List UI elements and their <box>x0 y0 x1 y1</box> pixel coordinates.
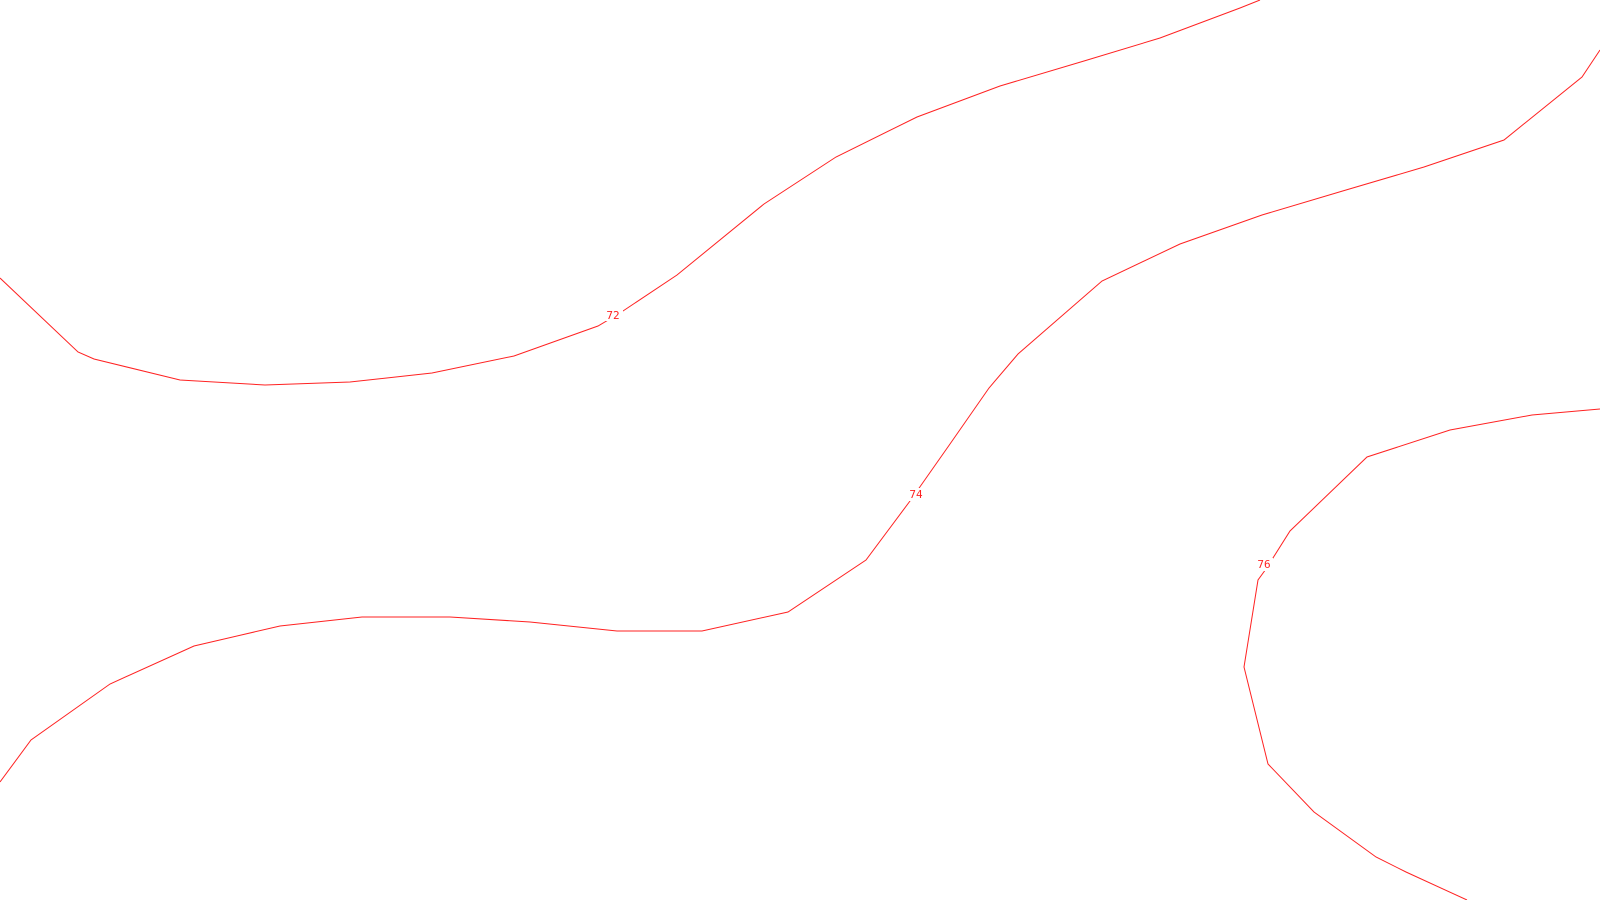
contour-72-line <box>0 0 1261 386</box>
contour-76-label-mask <box>1255 558 1273 571</box>
contour-74: 74 <box>0 49 1600 783</box>
contour-74-line <box>0 49 1600 783</box>
contour-72: 72 <box>0 0 1261 386</box>
contour-74-label-mask <box>907 488 925 501</box>
contour-76: 76 <box>1243 408 1600 900</box>
contour-76-label: 76 <box>1257 558 1270 571</box>
contour-76-line <box>1243 408 1600 900</box>
contour-72-label: 72 <box>606 309 619 322</box>
contour-74-label: 74 <box>909 488 923 501</box>
contour-72-label-mask <box>605 308 623 321</box>
